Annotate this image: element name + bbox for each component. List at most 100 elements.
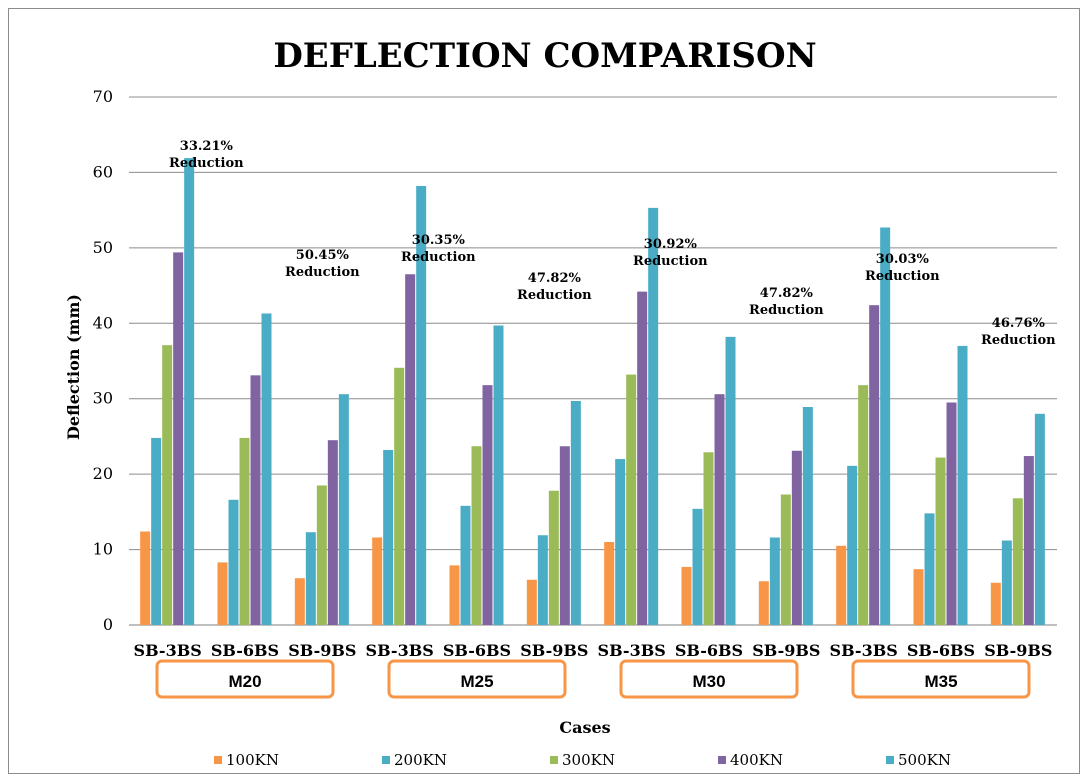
x-tick-label: SB-9BS <box>984 641 1052 660</box>
bar <box>637 291 648 625</box>
group-box <box>387 659 567 699</box>
annotation-label: Reduction <box>633 254 708 269</box>
bar <box>836 545 847 625</box>
group-label: M30 <box>692 672 725 691</box>
bars <box>140 158 1045 625</box>
x-tick-label: SB-3BS <box>598 641 666 660</box>
bar <box>184 158 195 625</box>
bar <box>405 274 416 625</box>
bar <box>1012 498 1023 625</box>
x-tick-label: SB-6BS <box>675 641 743 660</box>
annotation-percent: 33.21% <box>180 139 234 154</box>
bar <box>327 440 338 625</box>
annotation-label: Reduction <box>517 288 592 303</box>
annotation-label: Reduction <box>401 250 476 265</box>
y-tick-label: 20 <box>93 464 113 483</box>
bar <box>173 252 184 625</box>
bar <box>394 367 405 625</box>
annotation-label: Reduction <box>981 333 1056 348</box>
axis-labels: 0 10 20 30 40 50 60 70 SB-3BS SB-6BS SB-9BS SB-3BS S… <box>93 87 1053 660</box>
deflection-chart: DEFLECTION COMPARISON Deflection (mm) Ca… <box>64 36 1057 769</box>
legend-swatch <box>886 756 894 764</box>
bar <box>802 407 813 625</box>
bar <box>471 446 482 625</box>
bar <box>935 457 946 625</box>
bar <box>769 537 780 625</box>
bar <box>261 313 272 625</box>
bar <box>1034 413 1045 625</box>
bar <box>537 535 548 625</box>
bar <box>383 450 394 625</box>
y-tick-label: 50 <box>93 238 113 257</box>
y-tick-label: 40 <box>93 313 113 332</box>
legend-swatch <box>382 756 390 764</box>
bar <box>604 542 615 625</box>
bar <box>780 494 791 625</box>
bar <box>725 336 736 625</box>
bar <box>316 485 327 625</box>
legend-swatch <box>550 756 558 764</box>
bar <box>162 345 173 625</box>
bar <box>151 437 162 625</box>
annotation-percent: 30.92% <box>644 237 698 252</box>
y-tick-label: 30 <box>93 389 113 408</box>
bar <box>559 446 570 625</box>
group-box <box>619 659 799 699</box>
legend-swatch <box>718 756 726 764</box>
legend-label: 300KN <box>562 751 615 769</box>
bar <box>681 566 692 625</box>
annotation-percent: 46.76% <box>992 316 1046 331</box>
legend-label: 200KN <box>394 751 447 769</box>
chart-frame: DEFLECTION COMPARISON Deflection (mm) Ca… <box>8 8 1080 774</box>
bar <box>570 400 581 625</box>
group-label: M25 <box>460 672 493 691</box>
bar <box>714 394 725 625</box>
bar <box>493 325 504 625</box>
x-tick-label: SB-6BS <box>907 641 975 660</box>
group-label: M20 <box>228 672 261 691</box>
bar <box>703 452 714 625</box>
bar <box>140 531 151 625</box>
bar <box>1001 540 1012 625</box>
bar <box>880 227 891 625</box>
annotation-percent: 30.35% <box>412 233 466 248</box>
y-axis-title: Deflection (mm) <box>64 294 83 440</box>
group-boxes: M20 M25 M30 M35 <box>155 659 1031 699</box>
bar <box>294 578 305 625</box>
legend-swatch <box>214 756 222 764</box>
group-box <box>851 659 1031 699</box>
x-axis-title: Cases <box>559 718 610 737</box>
legend-label: 400KN <box>730 751 783 769</box>
bar <box>858 385 869 625</box>
annotation-percent: 47.82% <box>760 286 814 301</box>
annotation-label: Reduction <box>169 156 244 171</box>
x-tick-label: SB-9BS <box>288 641 356 660</box>
gridlines <box>129 96 1057 626</box>
bar <box>217 562 228 625</box>
bar <box>338 394 349 625</box>
bar <box>869 305 880 625</box>
y-tick-label: 0 <box>103 615 113 634</box>
x-tick-label: SB-3BS <box>830 641 898 660</box>
group-label: M35 <box>924 672 957 691</box>
y-tick-label: 60 <box>93 162 113 181</box>
annotation-percent: 47.82% <box>528 271 582 286</box>
bar <box>228 499 239 625</box>
annotations: 33.21% Reduction 50.45% Reduction 30.35% Redu… <box>169 139 1056 348</box>
bar <box>913 569 924 625</box>
annotation-label: Reduction <box>749 303 824 318</box>
bar <box>990 582 1001 625</box>
bar <box>692 508 703 625</box>
group-box <box>155 659 335 699</box>
y-tick-label: 10 <box>93 540 113 559</box>
bar <box>250 375 261 625</box>
x-tick-label: SB-9BS <box>752 641 820 660</box>
annotation-label: Reduction <box>285 265 360 280</box>
bar <box>946 402 957 625</box>
annotation-percent: 30.03% <box>876 252 930 267</box>
legend-label: 500KN <box>898 751 951 769</box>
bar <box>791 450 802 625</box>
bar <box>482 385 493 625</box>
bar <box>449 565 460 625</box>
bar <box>758 581 769 625</box>
